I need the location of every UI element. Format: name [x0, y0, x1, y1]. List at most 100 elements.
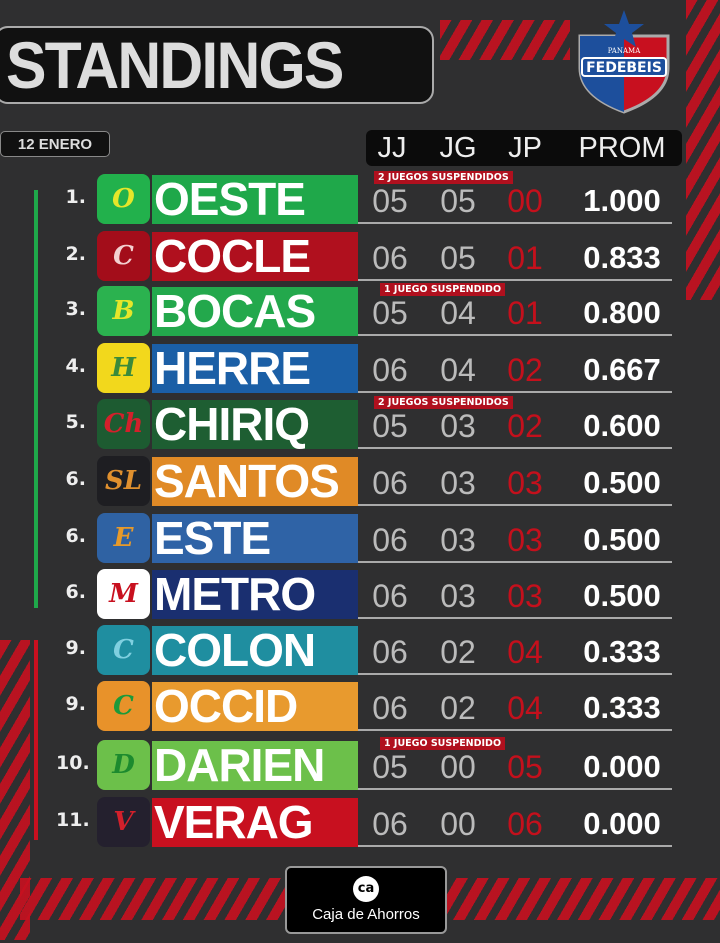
team-name: ESTE [152, 514, 358, 563]
win-pct: 0.500 [583, 465, 661, 500]
games-played: 05 [372, 408, 408, 444]
elimination-line-red [34, 640, 38, 840]
rank: 11. [56, 809, 90, 831]
decor-stripe-top [440, 20, 570, 60]
team-name: METRO [152, 570, 358, 619]
games-lost: 02 [507, 352, 543, 388]
team-logo-icon: C [97, 681, 150, 731]
games-won: 02 [440, 690, 476, 726]
games-won: 03 [440, 465, 476, 501]
col-prom: PROM [578, 132, 666, 164]
rank: 10. [56, 752, 90, 774]
games-lost: 01 [507, 295, 543, 331]
row-divider [358, 845, 672, 847]
column-header: JJ JG JP PROM [366, 130, 682, 166]
win-pct: 0.333 [583, 690, 661, 725]
table-row: 9. C COLON 06 02 04 0.333 [0, 623, 720, 675]
games-played: 06 [372, 240, 408, 276]
games-played: 06 [372, 690, 408, 726]
table-row: 4. H HERRE 06 04 02 0.667 [0, 341, 720, 393]
col-jg: JG [439, 132, 477, 164]
team-logo-icon: E [97, 513, 150, 563]
rank: 4. [65, 355, 86, 377]
rank: 6. [65, 468, 86, 490]
rank: 5. [65, 411, 86, 433]
rank: 2. [65, 243, 86, 265]
games-lost: 04 [507, 690, 543, 726]
team-logo-icon: Ch [97, 399, 150, 449]
table-row: 2 JUEGOS SUSPENDIDOS 1. O OESTE 05 05 00 1.000 [0, 171, 720, 224]
games-lost: 03 [507, 465, 543, 501]
team-name: HERRE [152, 344, 358, 393]
row-divider [358, 788, 672, 790]
win-pct: 0.333 [583, 634, 661, 669]
team-logo-icon: C [97, 625, 150, 675]
table-row: 6. SL SANTOS 06 03 03 0.500 [0, 454, 720, 506]
row-divider [358, 279, 672, 281]
title-banner: STANDINGS [0, 26, 434, 104]
sponsor-badge: ca Caja de Ahorros [285, 866, 447, 934]
team-logo-icon: H [97, 343, 150, 393]
team-name: OCCID [152, 682, 358, 731]
team-logo-icon: O [97, 174, 150, 224]
table-row: 6. E ESTE 06 03 03 0.500 [0, 511, 720, 563]
row-divider [358, 222, 672, 224]
sponsor-name: Caja de Ahorros [312, 906, 420, 923]
table-row: 2 JUEGOS SUSPENDIDOS 5. Ch CHIRIQ 05 03 02 0.60… [0, 396, 720, 449]
team-logo-icon: M [97, 569, 150, 619]
team-name: VERAG [152, 798, 358, 847]
suspension-note: 1 JUEGO SUSPENDIDO [380, 737, 506, 750]
team-name: BOCAS [152, 287, 358, 336]
decor-left-edge [0, 640, 30, 940]
games-lost: 01 [507, 240, 543, 276]
suspension-note: 1 JUEGO SUSPENDIDO [380, 283, 506, 296]
games-lost: 02 [507, 408, 543, 444]
logo-text: FEDEBEIS [586, 60, 662, 76]
table-row: 11. V VERAG 06 00 06 0.000 [0, 795, 720, 847]
win-pct: 1.000 [583, 183, 661, 218]
games-lost: 04 [507, 634, 543, 670]
games-won: 00 [440, 806, 476, 842]
games-played: 06 [372, 578, 408, 614]
rank: 6. [65, 581, 86, 603]
games-lost: 05 [507, 749, 543, 785]
logo-country: PANAMA [608, 47, 641, 55]
team-name: SANTOS [152, 457, 358, 506]
games-played: 06 [372, 352, 408, 388]
date-badge: 12 ENERO [0, 131, 110, 157]
decor-right-edge [686, 0, 720, 300]
games-won: 02 [440, 634, 476, 670]
playoff-line-green [34, 190, 38, 608]
team-name: COLON [152, 626, 358, 675]
games-played: 06 [372, 465, 408, 501]
games-played: 06 [372, 522, 408, 558]
win-pct: 0.667 [583, 352, 661, 387]
games-played: 05 [372, 295, 408, 331]
row-divider [358, 334, 672, 336]
games-won: 04 [440, 352, 476, 388]
team-name: COCLE [152, 232, 358, 281]
rank: 3. [65, 298, 86, 320]
table-row: 6. M METRO 06 03 03 0.500 [0, 567, 720, 619]
games-won: 03 [440, 408, 476, 444]
games-won: 05 [440, 183, 476, 219]
table-row: 1 JUEGO SUSPENDIDO 3. B BOCAS 05 04 01 0.800 [0, 283, 720, 336]
row-divider [358, 673, 672, 675]
table-row: 9. C OCCID 06 02 04 0.333 [0, 679, 720, 731]
col-jp: JP [508, 132, 542, 164]
games-lost: 06 [507, 806, 543, 842]
team-name: DARIEN [152, 741, 358, 790]
games-won: 03 [440, 522, 476, 558]
team-logo-icon: V [97, 797, 150, 847]
row-divider [358, 729, 672, 731]
win-pct: 0.833 [583, 240, 661, 275]
games-played: 05 [372, 749, 408, 785]
games-played: 06 [372, 806, 408, 842]
row-divider [358, 561, 672, 563]
rank: 6. [65, 525, 86, 547]
row-divider [358, 447, 672, 449]
team-name: CHIRIQ [152, 400, 358, 449]
row-divider [358, 617, 672, 619]
suspension-note: 2 JUEGOS SUSPENDIDOS [374, 396, 513, 409]
win-pct: 0.000 [583, 749, 661, 784]
